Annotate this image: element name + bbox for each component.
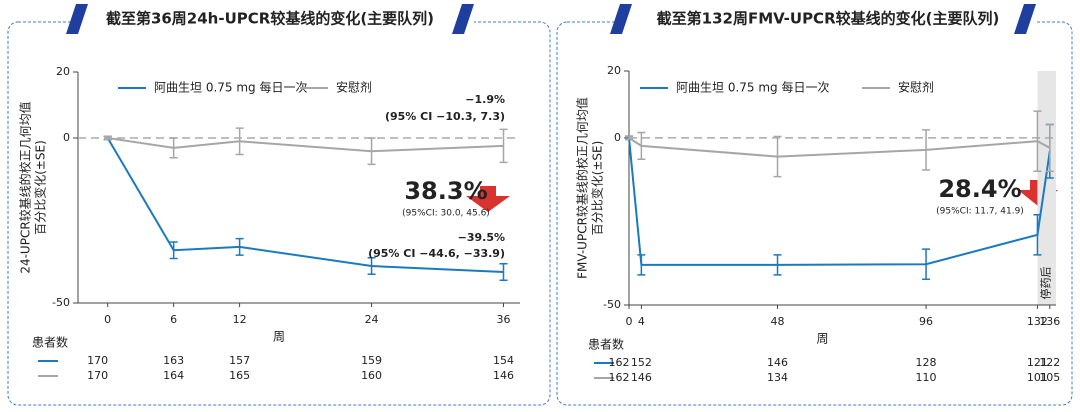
- error-bar: [1033, 110, 1042, 173]
- y-tick-label: 20: [607, 64, 621, 77]
- error-bar: [499, 128, 508, 164]
- error-bar: [235, 237, 244, 256]
- annotation: (95% CI −44.6, −33.9): [368, 247, 505, 260]
- title-slash: [452, 4, 474, 34]
- y-tick-label: -50: [52, 296, 70, 309]
- count: 110: [916, 371, 937, 384]
- count: 146: [631, 371, 652, 384]
- error-bar: [103, 135, 112, 141]
- series-line: [628, 137, 1051, 158]
- y-tick-label: 20: [56, 65, 70, 78]
- count: 164: [163, 369, 184, 382]
- shaded-region: [1037, 71, 1056, 305]
- series-line: [628, 137, 1051, 266]
- y-axis-label: FMV-UPCR较基线的校正几何均值: [575, 97, 590, 279]
- legend-label: 安慰剂: [336, 80, 372, 95]
- title-slash: [66, 4, 88, 34]
- error-bar: [367, 257, 376, 276]
- y-axis-label: 百分比变化(±SE): [33, 140, 48, 235]
- annotation: 28.4%: [938, 175, 1021, 203]
- count: 163: [163, 354, 184, 367]
- x-tick-label: 136: [1039, 315, 1060, 328]
- count: 170: [87, 354, 108, 367]
- error-bar: [169, 137, 178, 159]
- series-line: [107, 137, 504, 153]
- annotation: (95%CI: 30.0, 45.6): [402, 209, 490, 219]
- x-tick-label: 0: [626, 315, 633, 328]
- count: 170: [87, 369, 108, 382]
- count: 146: [493, 369, 514, 382]
- error-bar: [922, 129, 931, 171]
- error-bar: [773, 135, 782, 178]
- x-tick-label: 48: [771, 315, 785, 328]
- count-title: 患者数: [32, 335, 68, 350]
- title-bg: [620, 4, 1036, 34]
- count: 152: [631, 356, 652, 369]
- annotation: −1.9%: [465, 93, 505, 106]
- count: 122: [1039, 356, 1060, 369]
- x-tick-label: 6: [170, 313, 177, 326]
- count: 159: [361, 354, 382, 367]
- error-bar: [637, 131, 646, 161]
- count: 146: [767, 356, 788, 369]
- count: 128: [916, 356, 937, 369]
- x-tick-label: 96: [919, 315, 933, 328]
- count: 101: [1027, 371, 1048, 384]
- count: 160: [361, 369, 382, 382]
- x-tick-label: 4: [638, 315, 645, 328]
- count-title: 患者数: [588, 337, 624, 352]
- error-bar: [625, 135, 633, 141]
- legend-label: 安慰剂: [898, 80, 934, 95]
- y-axis-label: 百分比变化(±SE): [590, 141, 605, 236]
- count: 134: [767, 371, 788, 384]
- annotation: 38.3%: [404, 177, 487, 205]
- x-axis-label: 周: [273, 330, 285, 344]
- annotation: (95%CI: 11.7, 41.9): [936, 207, 1024, 217]
- error-bar: [367, 137, 376, 166]
- title-slash: [1014, 4, 1036, 34]
- title-slash: [610, 4, 632, 34]
- error-bar: [637, 254, 646, 276]
- y-axis-label: 24-UPCR较基线的校正几何均值: [18, 101, 33, 273]
- error-bar: [235, 127, 244, 156]
- x-tick-label: 132: [1027, 315, 1048, 328]
- error-bar: [922, 248, 931, 281]
- x-axis-label: 周: [816, 332, 828, 346]
- x-tick-label: 24: [365, 313, 379, 326]
- count: 165: [229, 369, 250, 382]
- legend-label: 阿曲生坦 0.75 mg 每日一次: [676, 80, 829, 95]
- annotation: (95% CI −10.3, 7.3): [385, 110, 505, 123]
- annotation: −39.5%: [458, 231, 505, 244]
- count: 121: [1027, 356, 1048, 369]
- y-tick-label: 0: [614, 131, 621, 144]
- y-tick-label: -50: [603, 298, 621, 311]
- chart-title: 截至第36周24h-UPCR较基线的变化(主要队列): [106, 10, 434, 28]
- x-tick-label: 36: [497, 313, 511, 326]
- count: 105: [1039, 371, 1060, 384]
- decrease-arrow: [466, 186, 510, 212]
- count: 157: [229, 354, 250, 367]
- chart-title: 截至第132周FMV-UPCR较基线的变化(主要队列): [657, 10, 1000, 28]
- error-bar: [499, 262, 508, 281]
- count: 162: [609, 371, 630, 384]
- title-bg: [76, 4, 474, 34]
- x-tick-label: 12: [233, 313, 247, 326]
- x-tick-label: 0: [104, 313, 111, 326]
- count: 162: [609, 356, 630, 369]
- error-bar: [1045, 123, 1054, 173]
- error-bar: [169, 241, 178, 260]
- y-tick-label: 0: [63, 131, 70, 144]
- shaded-label: 停药后: [1039, 267, 1053, 300]
- error-bar: [1033, 213, 1042, 256]
- error-bar: [773, 254, 782, 276]
- count: 154: [493, 354, 514, 367]
- legend-label: 阿曲生坦 0.75 mg 每日一次: [154, 80, 307, 95]
